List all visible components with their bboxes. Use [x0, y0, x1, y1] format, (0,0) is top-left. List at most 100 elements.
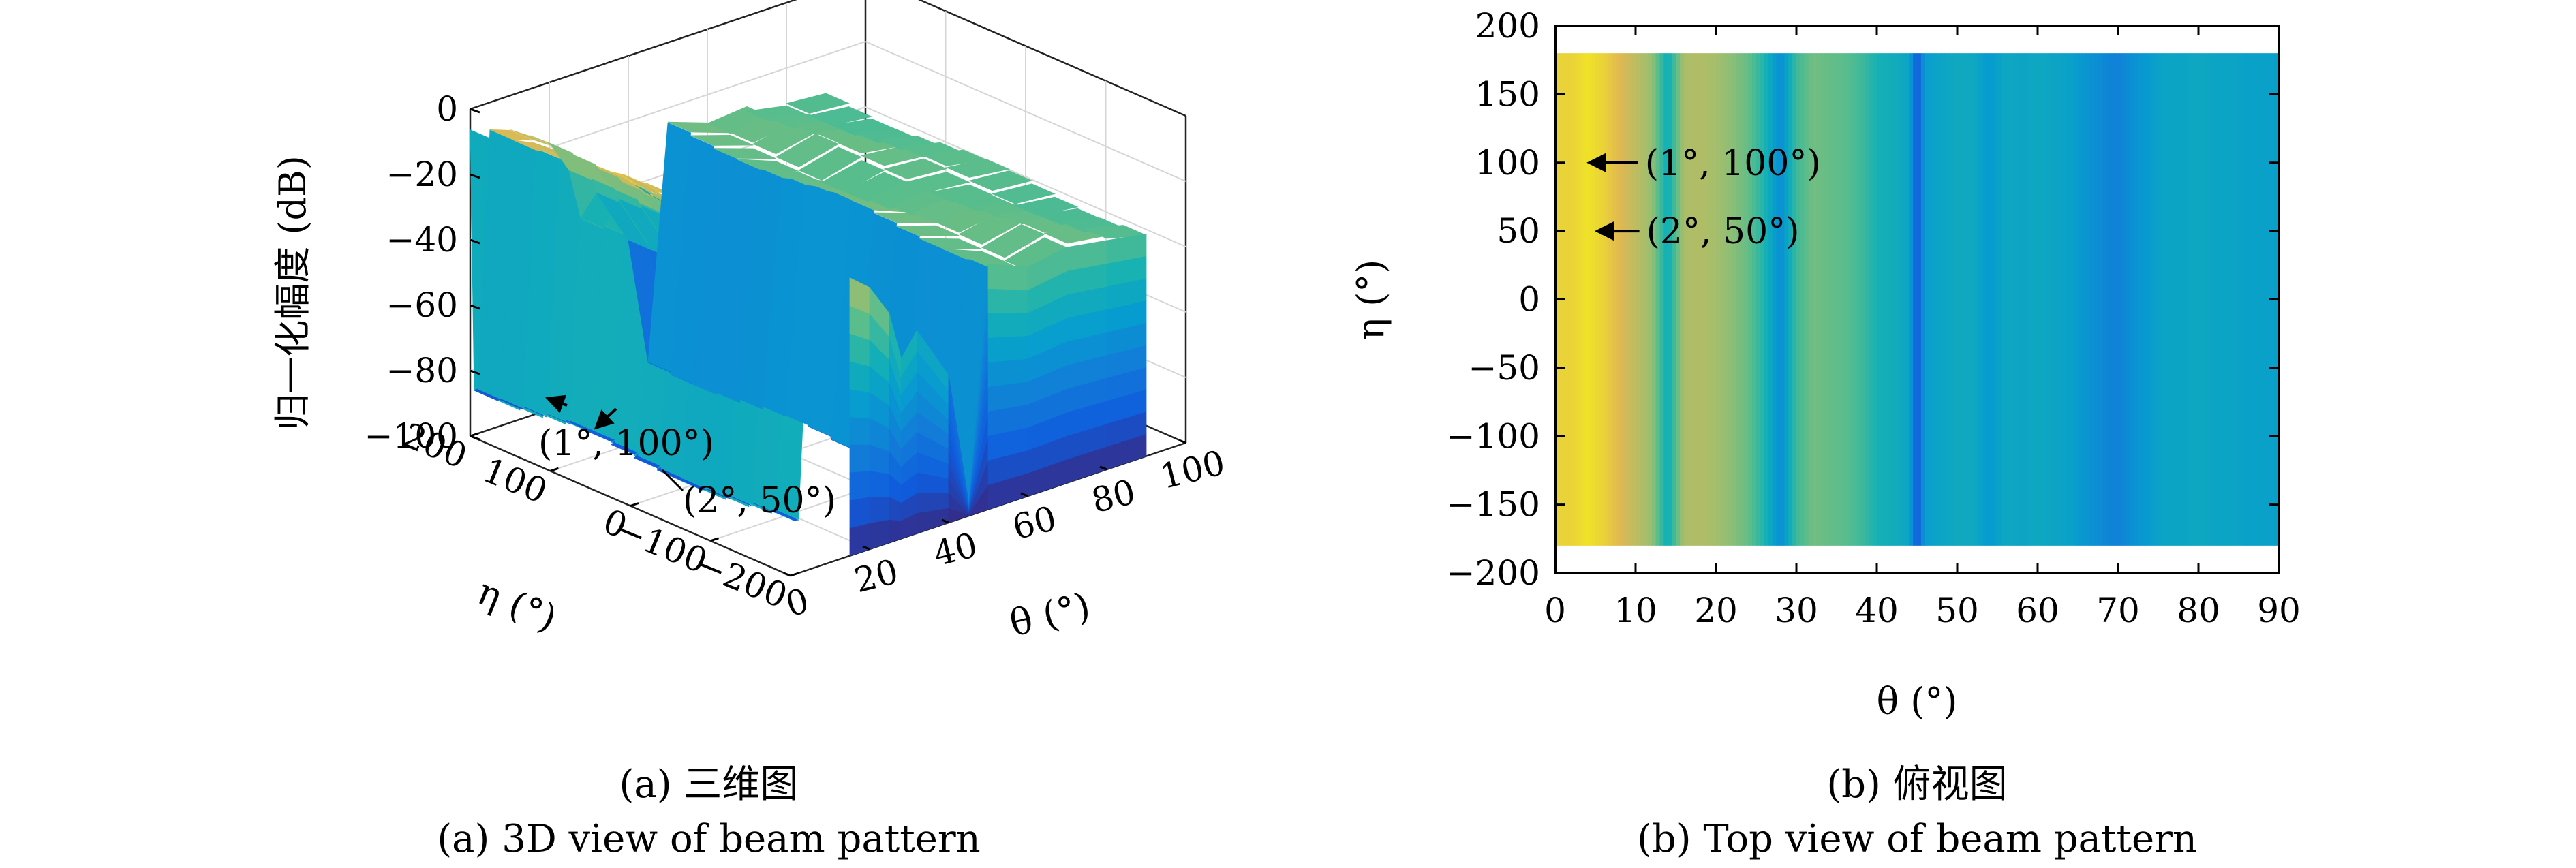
- heatmap-column: [2061, 53, 2066, 546]
- heatmap-column: [1719, 53, 1725, 546]
- surface-patch: [821, 159, 885, 193]
- surface-skirt: [849, 470, 870, 501]
- heatmap-column: [1748, 53, 1753, 546]
- surface-patch: [713, 148, 776, 159]
- yaxis-title: η (°): [472, 570, 563, 640]
- z-tick: [470, 369, 480, 375]
- surface-skirt: [987, 358, 1028, 387]
- heatmap-column: [1877, 53, 1882, 546]
- heatmap-column: [1957, 53, 1962, 546]
- heatmap-column: [2182, 53, 2187, 546]
- z-tick-label: −100: [365, 416, 458, 456]
- surface-skirt: [849, 444, 870, 473]
- heatmap-column: [1852, 53, 1858, 546]
- heatmap-column: [1672, 53, 1676, 546]
- heatmap-column: [1925, 53, 1930, 546]
- heatmap-column: [1961, 53, 1966, 546]
- heatmap-column: [2094, 53, 2099, 546]
- heatmap-column: [1913, 53, 1918, 546]
- heatmap-column: [2190, 53, 2195, 546]
- x-tick-label: 30: [1775, 591, 1818, 630]
- heatmap-column: [1897, 53, 1901, 546]
- heatmap-column: [1768, 53, 1773, 546]
- heatmap-column: [1587, 53, 1592, 546]
- annotation-label: (2°, 50°): [683, 480, 836, 521]
- heatmap-column: [1611, 53, 1616, 546]
- heatmap-column: [1636, 53, 1640, 546]
- surface-skirt: [869, 496, 890, 524]
- y-tick-label: 0: [1518, 280, 1540, 320]
- heatmap-column: [2034, 53, 2038, 546]
- heatmap-column: [2263, 53, 2267, 546]
- heatmap-column: [2154, 53, 2159, 546]
- surface-patch: [1014, 196, 1079, 216]
- surface-skirt: [987, 312, 1028, 338]
- x-tick-label: 10: [1614, 591, 1657, 630]
- heatmap-column: [2106, 53, 2111, 546]
- heatmap-column: [2053, 53, 2059, 546]
- surface-skirt: [869, 519, 890, 550]
- heatmap-column: [1917, 53, 1922, 546]
- heatmap-column: [2057, 53, 2062, 546]
- annotations-2d: (1°, 100°) (2°, 50°): [1586, 143, 1821, 252]
- heatmap-column: [1860, 53, 1865, 546]
- heatmap-column: [1643, 53, 1649, 546]
- surface-patch: [509, 129, 553, 146]
- y-tick: [470, 432, 479, 437]
- surface-patch: [883, 158, 948, 180]
- heatmap-column: [2230, 53, 2235, 546]
- heatmap-column: [1865, 53, 1869, 546]
- heatmap-column: [1740, 53, 1745, 546]
- surface-patch: [667, 121, 731, 134]
- heatmap-column: [2126, 53, 2131, 546]
- heatmap-column: [1969, 53, 1974, 546]
- heatmap-column: [2218, 53, 2223, 546]
- heatmap-column: [2013, 53, 2019, 546]
- heatmap-column: [2146, 53, 2151, 546]
- heatmap-column: [1708, 53, 1713, 546]
- grid-line: [865, 106, 1186, 247]
- heatmap-column: [2066, 53, 2070, 546]
- heatmap-column: [1965, 53, 1970, 546]
- heatmap-column: [2038, 53, 2042, 546]
- heatmap-column: [1920, 53, 1926, 546]
- heatmap-column: [1615, 53, 1620, 546]
- heatmap-column: [1812, 53, 1818, 546]
- heatmap-column: [1800, 53, 1805, 546]
- axes-edge: [470, 0, 797, 110]
- annotation-label: (1°, 100°): [1645, 143, 1821, 184]
- y-tick: [710, 537, 719, 542]
- heatmap-column: [2110, 53, 2115, 546]
- heatmap-column: [1796, 53, 1801, 546]
- heatmap-column: [1892, 53, 1898, 546]
- heatmap-column: [1676, 53, 1681, 546]
- heatmap-column: [1929, 53, 1934, 546]
- x-tick: [1020, 492, 1028, 497]
- y-tick: [550, 467, 559, 472]
- heatmap-column: [2078, 53, 2083, 546]
- heatmap-column: [1732, 53, 1737, 546]
- heatmap-column: [2130, 53, 2135, 546]
- heatmap-column: [2142, 53, 2147, 546]
- x-tick-label: 100: [1156, 443, 1229, 497]
- heatmap-column: [1579, 53, 1584, 546]
- heatmap-column: [2198, 53, 2203, 546]
- surface-patch: [919, 238, 983, 249]
- heatmap-column: [1820, 53, 1825, 546]
- heatmap-column: [1603, 53, 1608, 546]
- heatmap-column: [1828, 53, 1833, 546]
- heatmap-column: [1856, 53, 1861, 546]
- heatmap-column: [1884, 53, 1890, 546]
- heatmap-column: [1844, 53, 1850, 546]
- heatmap-column: [1752, 53, 1757, 546]
- heatmap-column: [1792, 53, 1797, 546]
- x-tick-label: 20: [1694, 591, 1738, 630]
- surface-skirt: [987, 264, 1028, 291]
- heatmap-column: [2222, 53, 2227, 546]
- annotation-leader: [661, 469, 684, 492]
- heatmap-column: [2025, 53, 2030, 546]
- heatmap-column: [1683, 53, 1689, 546]
- x-tick: [1099, 465, 1107, 471]
- caption-b-en: (b) Top view of beam pattern: [1637, 817, 2197, 861]
